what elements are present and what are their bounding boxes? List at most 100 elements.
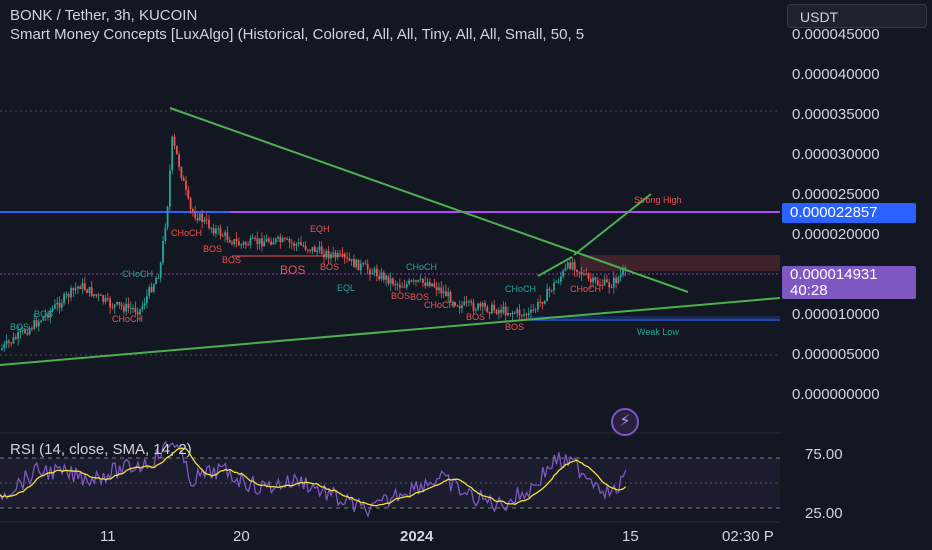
candle-body [617, 277, 620, 283]
candle-body [212, 227, 215, 234]
candle-body [116, 301, 118, 305]
candle-body [171, 136, 174, 171]
candle-body [74, 288, 77, 291]
candle-body [380, 272, 383, 280]
candle-body [123, 306, 125, 312]
price-tick: 0.000035000 [792, 106, 880, 123]
candle-body [619, 274, 622, 278]
chart-header: BONK / Tether, 3h, KUCOIN Smart Money Co… [10, 6, 780, 44]
candle-body [77, 286, 79, 289]
candle-body [615, 277, 617, 283]
candle-body [88, 287, 91, 294]
candle-body [72, 287, 75, 291]
candle-body [587, 273, 590, 279]
candle-body [341, 253, 344, 255]
current-price-badge: 0.000014931 40:28 [782, 266, 916, 299]
candle-body [132, 308, 134, 310]
candle-body [125, 303, 128, 312]
candle-body [389, 278, 392, 284]
candle-body [463, 301, 466, 305]
candle-body [203, 219, 206, 222]
candle-body [318, 246, 321, 251]
candle-body [346, 257, 348, 259]
candle-body [422, 278, 424, 283]
candle-body [182, 178, 185, 181]
bos-label-4: BOS [222, 255, 241, 265]
candle-body [67, 294, 70, 298]
candle-body [527, 312, 530, 316]
candle-body [113, 304, 116, 308]
price-chart[interactable]: BOS BOS CHoCH CHoCH CHoCH BOS BOS BOS EQ… [0, 0, 780, 550]
candle-body [399, 284, 401, 288]
candle-body [58, 302, 61, 308]
candle-body [302, 244, 305, 247]
candle-body [608, 282, 611, 288]
price-tick: 0.000020000 [792, 226, 880, 243]
candle-body [104, 298, 107, 302]
candle-body [371, 272, 374, 275]
choch-label-3: CHoCH [171, 228, 202, 238]
candle-body [51, 308, 54, 311]
currency-button[interactable]: USDT [787, 4, 927, 28]
lightning-icon[interactable]: ⚡ [611, 408, 639, 436]
candle-body [277, 236, 279, 239]
candle-body [219, 228, 222, 236]
candle-body [297, 242, 300, 245]
candle-body [599, 284, 601, 286]
weak-low-zone [530, 316, 780, 321]
candle-body [500, 309, 502, 313]
candle-body [178, 154, 180, 167]
candle-body [553, 282, 555, 291]
candle-body [449, 291, 452, 303]
candle-body [359, 263, 362, 271]
candle-body [79, 286, 82, 290]
candle-body [60, 303, 63, 308]
candle-body [488, 312, 491, 314]
candle-body [353, 258, 355, 268]
candle-body [366, 264, 369, 270]
candle-body [12, 337, 15, 344]
candle-body [86, 289, 88, 294]
candle-body [31, 328, 33, 330]
candle-body [435, 286, 438, 291]
candle-body [428, 282, 431, 287]
candle-body [251, 237, 254, 239]
rsi-legend[interactable]: RSI (14, close, SMA, 14, 2) [10, 441, 192, 458]
choch-label-5: CHoCH [424, 300, 455, 310]
candle-body [433, 283, 436, 287]
symbol-title[interactable]: BONK / Tether, 3h, KUCOIN [10, 7, 198, 24]
candle-body [571, 262, 574, 270]
bos-label-1: BOS [10, 322, 29, 332]
candle-body [146, 295, 148, 304]
candle-body [578, 271, 581, 273]
candle-body [348, 258, 351, 261]
candle-body [274, 238, 277, 243]
candle-body [392, 278, 394, 285]
candle-body [465, 301, 468, 303]
candle-body [585, 273, 588, 275]
price-tick: 0.000005000 [792, 346, 880, 363]
candle-body [603, 279, 606, 286]
level-price-badge: 0.000022857 [782, 203, 916, 223]
candle-body [240, 244, 243, 246]
candle-body [139, 309, 141, 315]
candle-body [325, 250, 328, 258]
candle-body [249, 238, 252, 246]
candle-body [373, 268, 376, 273]
candle-body [56, 302, 59, 305]
candle-body [396, 284, 399, 286]
candle-body [543, 301, 546, 304]
candle-body [569, 262, 571, 270]
candle-body [111, 307, 114, 309]
candle-body [3, 344, 6, 349]
candle-body [357, 259, 360, 271]
candle-body [412, 280, 415, 282]
candle-body [461, 304, 463, 309]
indicator-legend[interactable]: Smart Money Concepts [LuxAlgo] (Historic… [10, 26, 585, 43]
candle-body [70, 287, 72, 298]
candle-body [525, 314, 528, 316]
candle-body [42, 316, 45, 321]
candle-body [143, 303, 146, 306]
candle-body [21, 329, 24, 331]
price-tick: 0.000025000 [792, 186, 880, 203]
